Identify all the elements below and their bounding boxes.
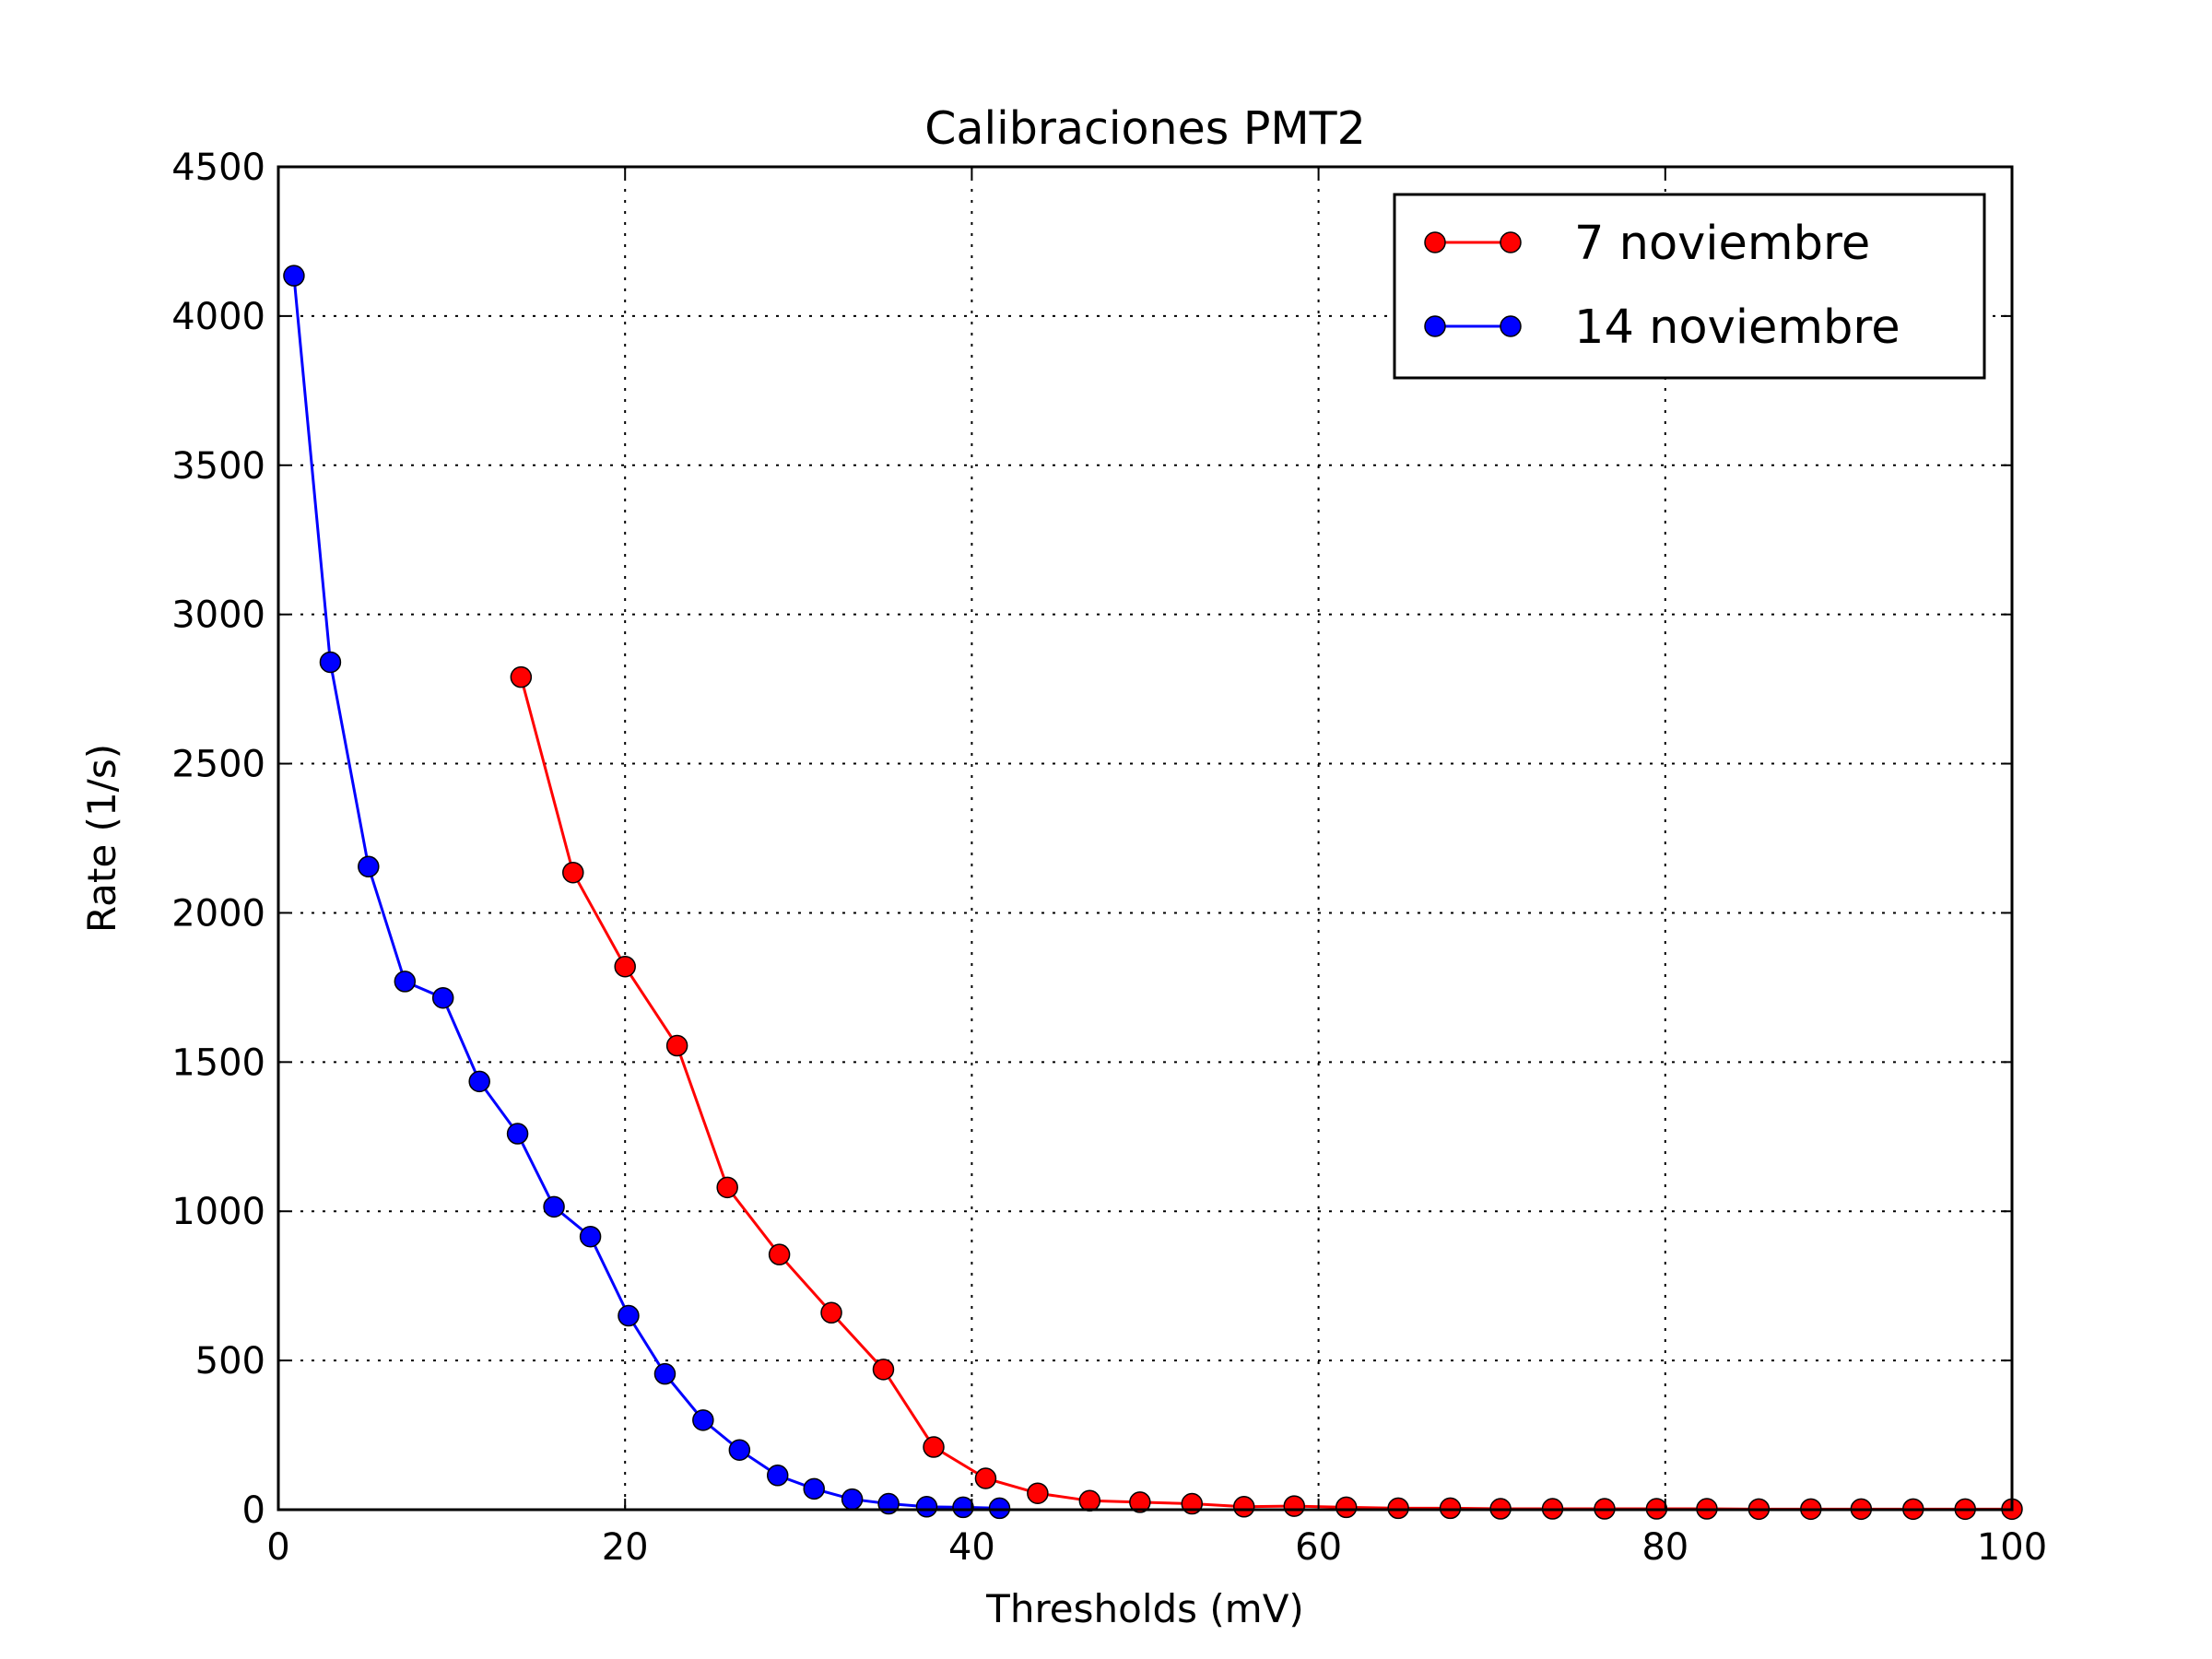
data-point (728, 1439, 751, 1461)
data-point (768, 1243, 791, 1265)
data-point (872, 1359, 895, 1381)
y-tick-label: 3500 (171, 445, 265, 488)
x-axis-title: Thresholds (mV) (985, 1586, 1304, 1631)
data-point (988, 1497, 1011, 1520)
legend-entry: 14 noviembre (1424, 300, 1900, 355)
data-point (952, 1496, 974, 1519)
data-point (562, 861, 584, 884)
data-point (614, 955, 636, 978)
data-point (716, 1176, 738, 1199)
data-point (820, 1301, 842, 1324)
legend-label: 14 noviembre (1574, 300, 1900, 355)
y-tick-label: 3000 (171, 594, 265, 637)
data-point (1078, 1489, 1101, 1512)
legend-label: 7 noviembre (1574, 217, 1870, 271)
axis-ticks: 0 20 40 60 80 1000500100015002000250030003500… (171, 147, 2047, 1569)
legend-frame (1393, 193, 1986, 380)
y-tick-label: 4500 (171, 147, 265, 189)
data-point (974, 1467, 997, 1489)
data-point (692, 1409, 714, 1431)
data-point (766, 1465, 789, 1487)
legend: 7 noviembre 14 noviembre (1393, 193, 1986, 380)
x-tick-label: 0 (266, 1526, 289, 1569)
y-tick-label: 4000 (171, 296, 265, 338)
grid-lines (278, 167, 2012, 1510)
data-point (394, 971, 417, 993)
data-point (283, 265, 305, 287)
y-tick-label: 1000 (171, 1191, 265, 1233)
data-point (915, 1496, 938, 1518)
y-tick-label: 500 (195, 1340, 265, 1382)
legend-marker (1500, 315, 1522, 337)
series-line (292, 276, 1000, 1510)
data-point (543, 1195, 565, 1218)
x-tick-label: 20 (602, 1526, 649, 1569)
data-point (468, 1070, 490, 1093)
data-point (665, 1034, 688, 1057)
data-point (923, 1436, 945, 1458)
legend-marker (1500, 231, 1522, 253)
series-line (519, 677, 2012, 1511)
data-point (1335, 1496, 1358, 1519)
series-layer (283, 265, 2023, 1521)
y-tick-label: 0 (242, 1489, 265, 1532)
data-point (1387, 1497, 1409, 1520)
y-tick-label: 1500 (171, 1041, 265, 1084)
data-point (653, 1362, 677, 1385)
x-tick-label: 40 (948, 1526, 995, 1569)
plot-frame (276, 165, 2014, 1512)
data-point (618, 1304, 640, 1327)
legend-entry: 7 noviembre (1424, 217, 1870, 271)
data-point (841, 1488, 864, 1511)
data-point (1129, 1491, 1151, 1513)
series-2 (283, 265, 1011, 1520)
data-point (1283, 1495, 1306, 1517)
data-point (579, 1225, 602, 1248)
legend-marker (1424, 231, 1446, 253)
data-point (1027, 1482, 1049, 1504)
y-tick-label: 2000 (171, 892, 265, 935)
data-point (510, 665, 533, 688)
y-tick-label: 2500 (171, 744, 265, 786)
data-point (431, 986, 454, 1009)
data-point (358, 855, 380, 878)
y-axis-title: Rate (1/s) (79, 744, 124, 933)
chart-title: Calibraciones PMT2 (924, 102, 1366, 155)
legend-marker (1424, 315, 1446, 337)
series-1 (510, 665, 2023, 1521)
data-point (1232, 1496, 1255, 1518)
data-point (1439, 1497, 1462, 1520)
data-point (803, 1477, 825, 1500)
data-point (319, 651, 342, 674)
x-tick-label: 60 (1295, 1526, 1342, 1569)
data-point (506, 1123, 529, 1145)
x-tick-label: 80 (1641, 1526, 1688, 1569)
x-tick-label: 100 (1977, 1526, 2047, 1569)
